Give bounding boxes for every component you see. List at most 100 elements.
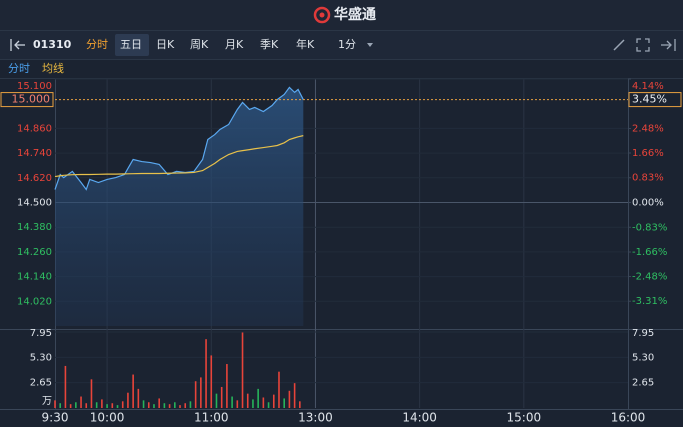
volume-bar — [64, 365, 67, 408]
volume-bar — [267, 402, 270, 408]
volume-bar — [137, 388, 140, 408]
y-tick-label: 14.740 — [17, 148, 52, 159]
y2-tick-label: -1.66% — [632, 247, 667, 258]
volume-bar — [200, 377, 202, 408]
x-tick-label: 11:00 — [194, 411, 229, 425]
volume-bar — [189, 401, 192, 408]
volume-bar — [293, 383, 296, 408]
y-tick-label: 15.100 — [17, 81, 52, 92]
x-tick-label: 16:00 — [611, 411, 646, 425]
tab-highlight — [115, 34, 149, 56]
volume-bar — [184, 403, 187, 408]
x-tick-label: 10:00 — [90, 411, 125, 425]
tab[interactable]: 日K — [156, 38, 175, 51]
volume-bar — [127, 392, 129, 408]
volume-bar — [59, 403, 62, 408]
y-tick-label: 14.140 — [17, 272, 52, 283]
volume-bar — [272, 394, 275, 408]
volume-bar — [205, 339, 207, 408]
volume-bar — [132, 374, 134, 408]
volume-bar — [90, 379, 93, 408]
volume-bar — [226, 364, 228, 408]
volume-bar — [241, 332, 244, 408]
price-line — [54, 86, 304, 191]
header-title: 华盛通 — [334, 6, 376, 23]
tab[interactable]: 月K — [225, 38, 244, 51]
volume-bar — [278, 371, 280, 408]
volume-bar — [163, 403, 166, 408]
volume-bar — [288, 390, 291, 408]
y-tick-label: 14.020 — [17, 296, 52, 307]
y2-tick-label: 0.83% — [632, 173, 664, 184]
volume-bar — [215, 393, 218, 408]
last-price-box — [0, 92, 54, 108]
volume-bar — [236, 400, 239, 408]
tab[interactable]: 季K — [260, 38, 279, 51]
volume-bar — [158, 398, 160, 408]
x-tick-label: 14:00 — [402, 411, 437, 425]
volume-bar — [121, 401, 124, 408]
volume-tick-label: 2.65 — [632, 378, 654, 389]
tab[interactable]: 周K — [190, 38, 209, 51]
volume-bar — [75, 402, 77, 408]
y2-tick-label: 0.00% — [632, 198, 664, 209]
legend-entry[interactable]: 均线 — [42, 61, 64, 75]
x-tick-label: 9:30 — [42, 411, 69, 425]
y2-tick-label: -2.48% — [632, 271, 667, 282]
volume-bar — [101, 399, 103, 408]
y-tick-label: 14.620 — [17, 173, 52, 184]
last-change-box — [628, 92, 682, 108]
volume-unit: 万 — [42, 396, 52, 407]
volume-bar — [54, 400, 56, 408]
volume-bar — [262, 397, 265, 408]
y2-tick-label: 2.48% — [632, 124, 664, 135]
last-change-label: 3.45% — [632, 93, 667, 106]
volume-tick-label: 5.30 — [30, 352, 52, 363]
volume-bar — [147, 402, 150, 408]
volume-bar — [95, 402, 98, 408]
legend-entry[interactable]: 分时 — [8, 62, 30, 75]
dropdown-arrow[interactable] — [367, 43, 373, 47]
y-tick-label: 14.260 — [17, 247, 52, 258]
volume-tick-label: 7.95 — [30, 328, 52, 339]
tab[interactable]: 年K — [296, 37, 315, 51]
volume-bar — [252, 399, 254, 408]
tab[interactable]: 五日 — [120, 38, 142, 51]
volume-bar — [210, 355, 213, 408]
volume-bar — [246, 393, 249, 408]
volume-tick-label: 2.65 — [30, 378, 52, 389]
symbol: 01310 — [33, 38, 72, 51]
y-tick-label: 14.500 — [17, 198, 52, 209]
volume-bar — [85, 403, 88, 408]
x-tick-label: 15:00 — [507, 411, 542, 425]
volume-bar — [69, 404, 72, 408]
y2-tick-label: -0.83% — [632, 222, 667, 233]
tab[interactable]: 分时 — [86, 38, 108, 51]
volume-bar — [174, 402, 176, 408]
price-area — [55, 87, 304, 326]
volume-bar — [80, 396, 82, 408]
volume-bar — [153, 404, 155, 408]
tab[interactable]: 1分 — [338, 38, 356, 51]
volume-bar — [168, 404, 171, 408]
volume-bar — [106, 404, 108, 408]
toolbar — [0, 30, 683, 60]
volume-tick-label: 5.30 — [632, 352, 654, 363]
collapse-icon[interactable] — [10, 39, 25, 51]
y2-tick-label: -3.31% — [632, 296, 667, 307]
volume-bar — [257, 388, 259, 408]
y2-tick-label: 4.14% — [632, 81, 664, 92]
volume-bar — [231, 396, 233, 408]
expand-icon[interactable] — [636, 38, 650, 52]
collapse-right-icon[interactable] — [661, 39, 676, 51]
y-tick-label: 14.380 — [17, 222, 52, 233]
average-line — [54, 135, 304, 178]
volume-bar — [142, 400, 145, 408]
header-bar — [0, 0, 683, 30]
volume-bar — [111, 403, 114, 408]
y-tick-label: 14.860 — [17, 123, 52, 134]
volume-bar — [194, 381, 197, 408]
edit-icon[interactable] — [613, 39, 625, 51]
